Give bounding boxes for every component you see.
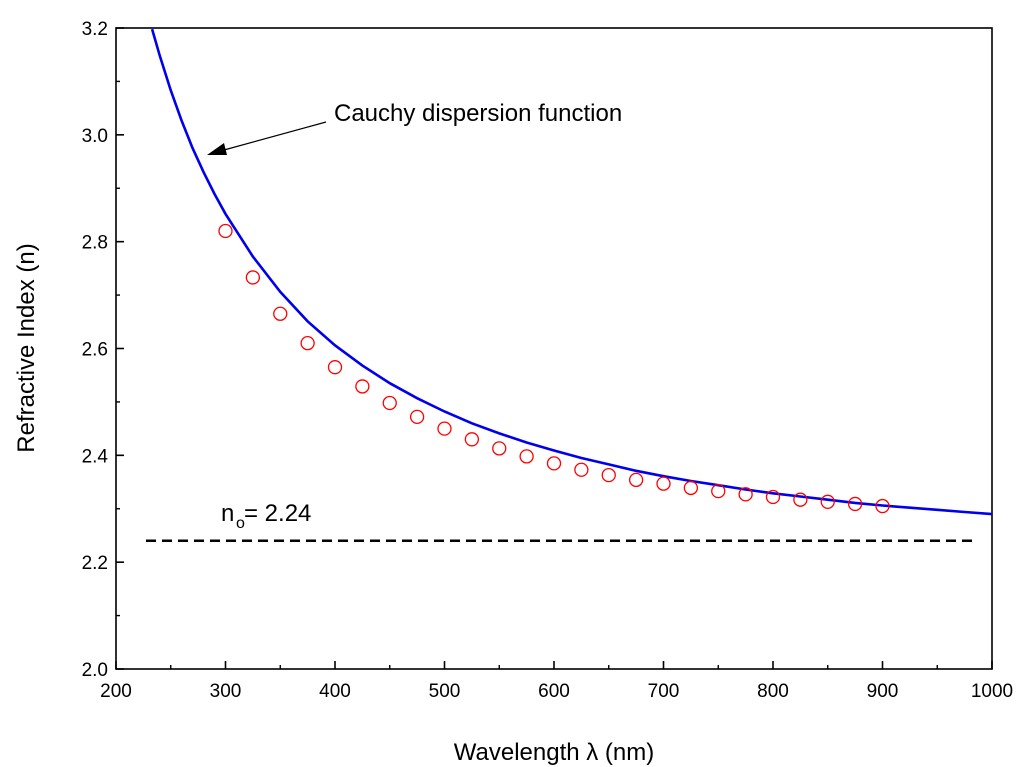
- x-tick-label: 400: [319, 681, 351, 702]
- data-point: [656, 476, 671, 491]
- annotation-arrow: [207, 121, 327, 155]
- data-point: [628, 472, 644, 488]
- data-point: [765, 489, 781, 505]
- y-tick-label: 2.8: [82, 233, 108, 254]
- x-tick-label: 600: [538, 681, 570, 702]
- baseline-label-n: n: [221, 500, 234, 527]
- data-point: [492, 441, 507, 456]
- data-point: [574, 462, 589, 477]
- data-point: [218, 223, 233, 239]
- x-tick-label: 1000: [971, 681, 1013, 702]
- y-tick-label: 2.0: [82, 660, 108, 681]
- y-tick-label: 3.0: [82, 126, 108, 147]
- data-point: [382, 395, 397, 411]
- data-point: [738, 487, 753, 502]
- data-point: [519, 449, 534, 464]
- x-tick-label: 700: [648, 681, 680, 702]
- data-point: [546, 456, 562, 471]
- data-point: [409, 409, 425, 425]
- y-axis-title: Refractive Index (n): [13, 243, 40, 452]
- data-series: [146, 28, 993, 543]
- baseline-label-value: = 2.24: [244, 500, 311, 527]
- x-tick-label: 300: [210, 681, 242, 702]
- data-point: [793, 492, 808, 507]
- baseline-annotation: n o = 2.24: [221, 500, 311, 532]
- data-point: [847, 496, 863, 512]
- baseline-label-subscript: o: [236, 515, 245, 532]
- data-point: [711, 483, 726, 499]
- annotation-arrow-line: [223, 121, 327, 151]
- data-point: [300, 336, 315, 351]
- data-point: [875, 498, 890, 514]
- y-tick-label: 3.2: [82, 19, 108, 40]
- data-point: [245, 270, 261, 285]
- data-point: [464, 432, 480, 447]
- y-axis-tick-labels: 2.0 2.2 2.4 2.6 2.8 3.0 3.2: [82, 19, 109, 681]
- x-axis-tick-labels: 200 300 400 500 600 700 800 900 1000: [100, 681, 1013, 702]
- axis-ticks: [115, 27, 993, 670]
- data-point: [273, 306, 288, 321]
- data-point: [327, 360, 343, 375]
- y-tick-label: 2.4: [82, 446, 109, 467]
- x-axis-title: Wavelength λ (nm): [454, 739, 655, 766]
- curve-annotation-label: Cauchy dispersion function: [334, 100, 622, 127]
- cauchy-fit-curve: [150, 28, 993, 516]
- data-point: [820, 494, 835, 509]
- y-tick-label: 2.6: [82, 340, 108, 361]
- data-point: [601, 467, 616, 483]
- annotation-arrow-head: [207, 143, 227, 155]
- x-tick-label: 900: [867, 681, 899, 702]
- x-tick-label: 200: [100, 681, 132, 702]
- data-point: [683, 480, 699, 496]
- x-tick-label: 800: [757, 681, 789, 702]
- x-tick-label: 500: [429, 681, 461, 702]
- data-point: [355, 379, 370, 394]
- data-point: [437, 421, 452, 436]
- y-tick-label: 2.2: [82, 553, 108, 574]
